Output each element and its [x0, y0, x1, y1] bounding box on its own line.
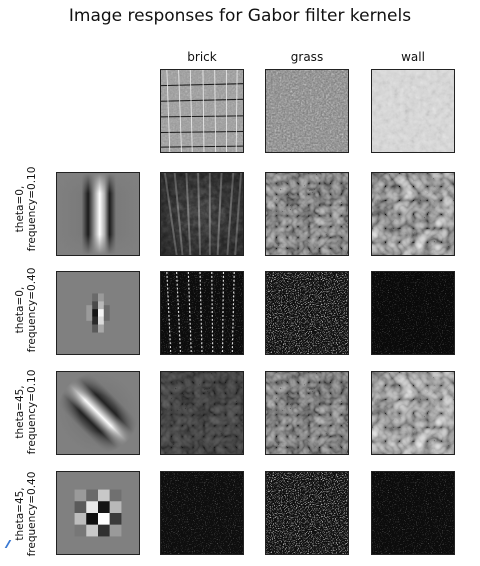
response-brick-theta0-freq040	[160, 271, 244, 355]
response-wall-theta45-freq040	[371, 471, 455, 555]
row-label-theta45-freq040: theta=45, frequency=0.40	[14, 471, 38, 557]
column-label-grass: grass	[290, 50, 324, 64]
response-brick-theta45-freq010	[160, 371, 244, 455]
response-brick-theta0-freq010	[160, 172, 244, 256]
response-grass-theta45-freq040	[265, 471, 349, 555]
kernel-theta0-freq040	[56, 271, 140, 355]
response-wall-theta45-freq010	[371, 371, 455, 455]
row-label-theta0-freq040: theta=0, frequency=0.40	[14, 267, 38, 353]
column-label-wall: wall	[401, 50, 425, 64]
texture-wall	[371, 69, 455, 153]
response-grass-theta0-freq040	[265, 271, 349, 355]
row-label-theta45-freq010: theta=45, frequency=0.10	[14, 369, 38, 455]
kernel-theta45-freq040	[56, 471, 140, 555]
column-label-brick: brick	[187, 50, 217, 64]
row-label-theta0-freq010: theta=0, frequency=0.10	[14, 166, 38, 252]
texture-grass	[265, 69, 349, 153]
kernel-theta45-freq010	[56, 371, 140, 455]
texture-brick	[160, 69, 244, 153]
response-brick-theta45-freq040	[160, 471, 244, 555]
response-wall-theta0-freq040	[371, 271, 455, 355]
kernel-theta0-freq010	[56, 172, 140, 256]
response-wall-theta0-freq010	[371, 172, 455, 256]
figure-title: Image responses for Gabor filter kernels	[68, 6, 412, 26]
response-grass-theta45-freq010	[265, 371, 349, 455]
response-grass-theta0-freq010	[265, 172, 349, 256]
